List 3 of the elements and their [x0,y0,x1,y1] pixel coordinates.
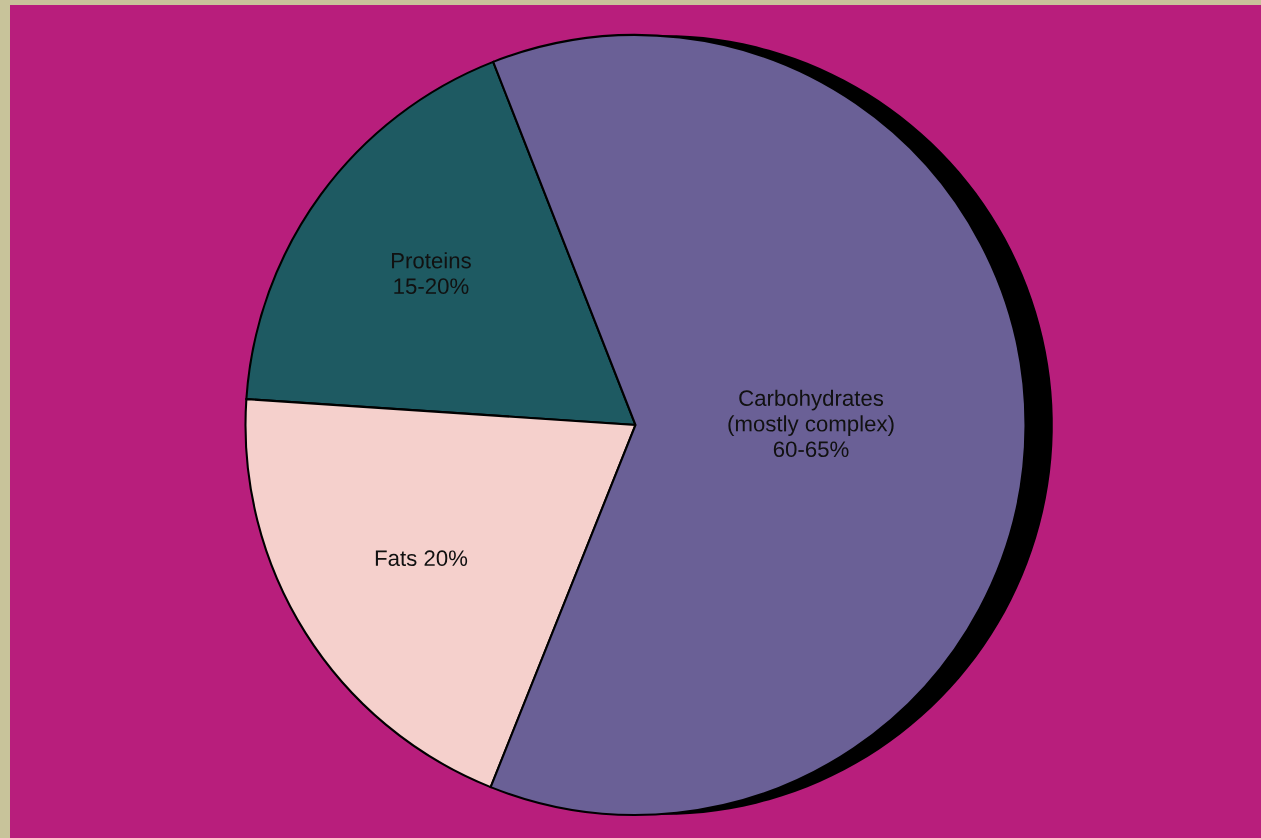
slice-label: Carbohydrates (mostly complex) 60-65% [728,389,894,458]
slice-label: Proteins 15-20% [392,252,471,295]
slice-label: Fats 20% [375,550,468,567]
